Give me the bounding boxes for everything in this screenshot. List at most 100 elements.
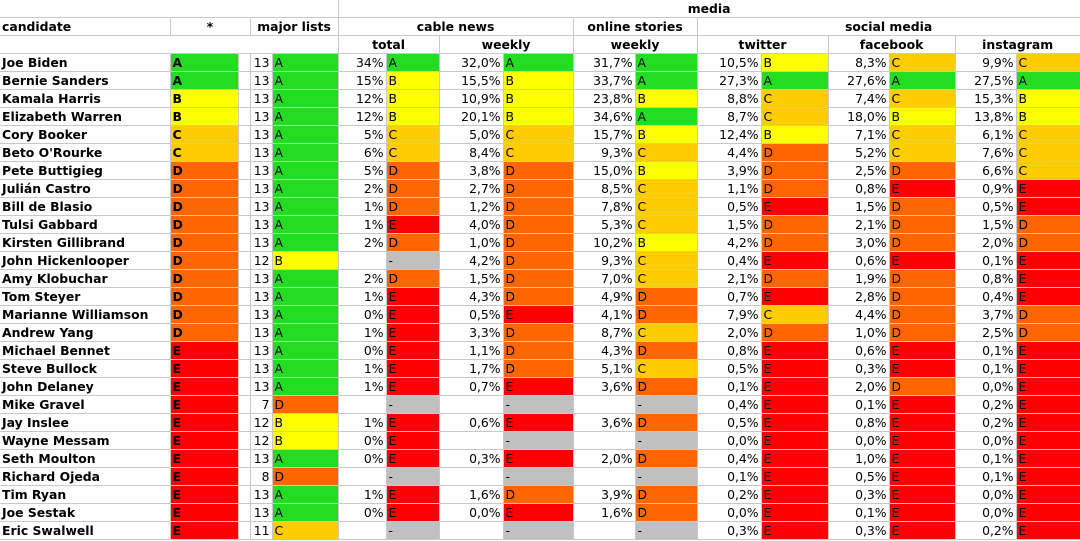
instagram-value: 3,7% [955,305,1017,324]
facebook-value: 27,6% [828,71,890,90]
twitter-grade: D [761,161,829,180]
table-row: Cory Booker C 13 A 5% C 5,0% C 15,7% B 12,4% B 7,1% C… [0,125,1080,144]
twitter-grade: E [761,377,829,396]
twitter-grade: B [761,125,829,144]
total-grade: - [386,251,440,270]
header-instagram: instagram [955,35,1080,54]
twitter-grade: E [761,449,829,468]
weekly-value: 3,3% [439,323,504,342]
weekly-value: 10,9% [439,89,504,108]
table-row: Mike Gravel E 7 D - - -0,4% E 0,1% E 0,2% E [0,395,1080,414]
twitter-value: 0,5% [697,197,762,216]
facebook-grade: E [889,395,956,414]
spacer-cell [238,521,251,540]
online-grade: D [635,449,698,468]
table-row: Amy Klobuchar D 13 A 2% D 1,5% D 7,0% C 2,1% D 1,9% D… [0,269,1080,288]
facebook-grade: C [889,143,956,162]
weekly-grade: D [503,215,574,234]
twitter-grade: D [761,269,829,288]
spacer-cell [238,251,251,270]
total-grade: E [386,305,440,324]
twitter-grade: E [761,521,829,540]
header-major-lists: major lists [250,17,339,36]
total-grade: B [386,89,440,108]
instagram-value: 6,1% [955,125,1017,144]
candidate-name: Cory Booker [0,125,171,144]
major-lists-grade: A [272,71,339,90]
twitter-grade: C [761,107,829,126]
spacer-cell [238,197,251,216]
twitter-grade: D [761,179,829,198]
instagram-grade: D [1016,305,1080,324]
major-lists-count: 13 [250,215,273,234]
total-grade: E [386,377,440,396]
twitter-grade: C [761,89,829,108]
spacer-cell [238,377,251,396]
weekly-grade: D [503,251,574,270]
facebook-value: 1,0% [828,449,890,468]
total-grade: E [386,431,440,450]
twitter-value: 4,4% [697,143,762,162]
instagram-grade: E [1016,467,1080,486]
instagram-value: 1,5% [955,215,1017,234]
twitter-value: 0,4% [697,395,762,414]
table-row: Seth Moulton E 13 A 0% E 0,3% E 2,0% D 0,4% E 1,0% E 0… [0,449,1080,468]
major-lists-count: 13 [250,341,273,360]
instagram-value: 27,5% [955,71,1017,90]
facebook-grade: B [889,107,956,126]
weekly-grade: B [503,71,574,90]
twitter-grade: C [761,305,829,324]
twitter-grade: D [761,233,829,252]
online-grade: - [635,467,698,486]
major-lists-grade: B [272,413,339,432]
candidate-name: Richard Ojeda [0,467,171,486]
star-grade: C [170,125,239,144]
facebook-grade: E [889,359,956,378]
spacer-cell [238,503,251,522]
online-grade: A [635,107,698,126]
total-value: 0% [338,431,387,450]
spacer-cell [238,269,251,288]
online-grade: B [635,89,698,108]
online-value [573,395,636,414]
online-grade: B [635,161,698,180]
total-grade: B [386,107,440,126]
online-value: 9,3% [573,251,636,270]
online-value: 15,0% [573,161,636,180]
major-lists-count: 13 [250,125,273,144]
online-grade: D [635,485,698,504]
table-row: Bill de Blasio D 13 A 1% D 1,2% D 7,8% C 0,5% E 1,5%… [0,197,1080,216]
weekly-grade: D [503,485,574,504]
major-lists-count: 13 [250,143,273,162]
major-lists-grade: A [272,503,339,522]
candidate-name: Pete Buttigieg [0,161,171,180]
weekly-value: 8,4% [439,143,504,162]
total-grade: - [386,467,440,486]
instagram-value: 0,0% [955,431,1017,450]
instagram-grade: A [1016,71,1080,90]
spacer-cell [238,395,251,414]
candidate-name: Julián Castro [0,179,171,198]
total-value: 12% [338,89,387,108]
twitter-value: 2,0% [697,323,762,342]
major-lists-grade: A [272,53,339,72]
weekly-value: 32,0% [439,53,504,72]
online-grade: D [635,413,698,432]
instagram-grade: E [1016,251,1080,270]
table-row: Marianne Williamson D 13 A 0% E 0,5% E 4,1% D 7,9%… [0,305,1080,324]
weekly-grade: E [503,503,574,522]
table-row: Joe Sestak E 13 A 0% E 0,0% E 1,6% D 0,0% E 0,1% E 0,0… [0,503,1080,522]
major-lists-count: 13 [250,197,273,216]
major-lists-count: 8 [250,467,273,486]
facebook-grade: D [889,161,956,180]
spacer-cell [238,305,251,324]
major-lists-count: 13 [250,305,273,324]
star-grade: D [170,215,239,234]
facebook-value: 0,8% [828,413,890,432]
online-grade: C [635,197,698,216]
facebook-grade: E [889,431,956,450]
major-lists-grade: A [272,305,339,324]
total-grade: D [386,161,440,180]
online-value [573,521,636,540]
